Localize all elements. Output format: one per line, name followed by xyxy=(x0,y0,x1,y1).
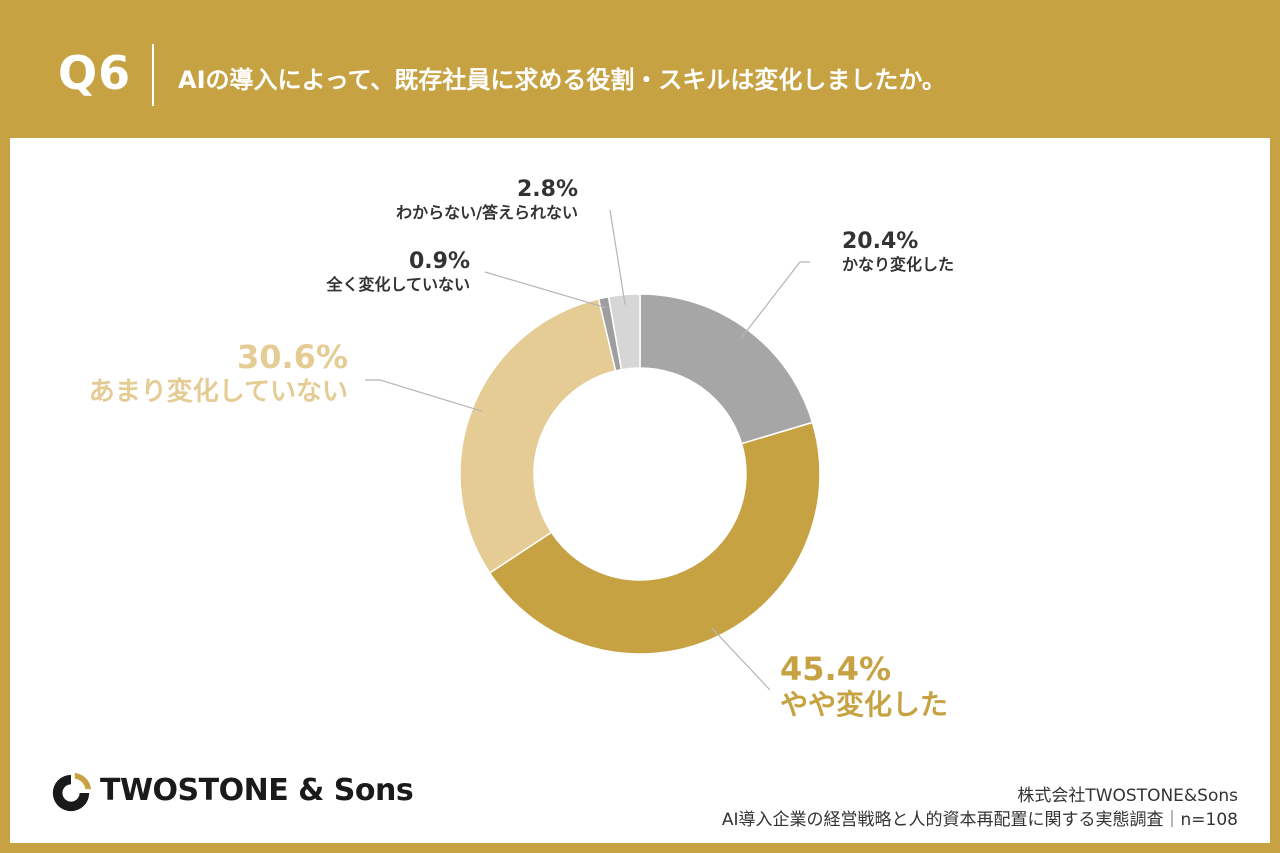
slice-value-label-2: 30.6% xyxy=(237,338,348,376)
slice-2 xyxy=(459,297,617,575)
slice-value-label-0: 20.4% xyxy=(842,229,918,254)
slice-4 xyxy=(607,293,641,371)
slice-1 xyxy=(488,421,821,655)
logo-text: TWOSTONE & Sons xyxy=(100,773,414,808)
slice-name-label-3: 全く変化していない xyxy=(325,275,470,294)
slice-name-label-0: かなり変化した xyxy=(842,255,954,274)
slice-value-label-3: 0.9% xyxy=(409,249,470,274)
slice-value-label-4: 2.8% xyxy=(517,177,578,202)
twostone-logo-icon xyxy=(52,772,92,812)
leader-line-4 xyxy=(609,209,626,305)
slice-value-label-1: 45.4% xyxy=(780,650,891,688)
company-name: 株式会社TWOSTONE&Sons xyxy=(1017,786,1238,806)
slice-0 xyxy=(639,293,814,445)
leader-line-1 xyxy=(711,627,771,691)
chart-panel xyxy=(10,138,1270,843)
header-bar: Q6 AIの導入によって、既存社員に求める役割・スキルは変化しましたか。 xyxy=(0,0,1280,138)
slice-name-label-4: わからない/答えられない xyxy=(396,203,578,222)
leader-line-2 xyxy=(365,379,483,412)
question-number: Q6 xyxy=(58,46,132,100)
question-title: AIの導入によって、既存社員に求める役割・スキルは変化しましたか。 xyxy=(178,66,946,94)
leader-line-3 xyxy=(484,271,606,309)
survey-name: AI導入企業の経営戦略と人的資本再配置に関する実態調査｜n=108 xyxy=(721,810,1238,830)
header-divider xyxy=(152,44,154,106)
slice-name-label-1: やや変化した xyxy=(780,688,948,721)
credit: 株式会社TWOSTONE&Sons AI導入企業の経営戦略と人的資本再配置に関す… xyxy=(722,784,1238,832)
leader-line-0 xyxy=(741,261,810,339)
slice-name-label-2: あまり変化していない xyxy=(89,376,348,407)
